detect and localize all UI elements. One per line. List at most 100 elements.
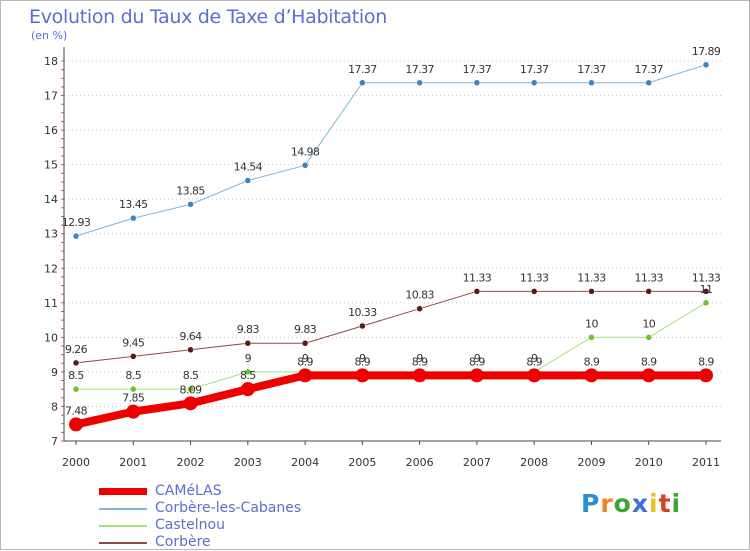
data-label: 8.5 xyxy=(183,369,199,382)
data-point xyxy=(298,368,313,383)
data-label: 17.37 xyxy=(463,63,492,76)
y-tick-label: 10 xyxy=(44,331,58,344)
data-label: 8.9 xyxy=(584,355,600,368)
legend-label: CAMéLAS xyxy=(155,483,222,499)
data-label: 9 xyxy=(474,352,481,365)
data-label: 9.83 xyxy=(294,323,317,336)
data-label: 8.9 xyxy=(412,355,428,368)
x-tick-label: 2003 xyxy=(234,456,262,469)
legend-swatch xyxy=(99,542,147,544)
data-label: 17.37 xyxy=(348,63,377,76)
data-point xyxy=(469,368,484,383)
data-point xyxy=(645,79,652,87)
data-label: 10 xyxy=(585,317,598,330)
data-label: 10.33 xyxy=(348,306,377,319)
x-tick-label: 2001 xyxy=(119,456,147,469)
logo-letter: P xyxy=(581,489,601,518)
x-tick-label: 2009 xyxy=(577,456,605,469)
data-point xyxy=(187,201,194,208)
data-point xyxy=(183,396,198,411)
logo-letter: x xyxy=(631,489,649,518)
data-point xyxy=(301,162,309,169)
data-label: 8.09 xyxy=(179,383,202,396)
data-point xyxy=(702,299,710,307)
data-point xyxy=(588,334,595,341)
legend-swatch xyxy=(99,488,147,495)
data-label: 11 xyxy=(700,283,713,296)
data-label: 17.37 xyxy=(577,63,606,76)
logo-letter: o xyxy=(613,489,632,518)
data-label: 14.98 xyxy=(291,145,320,158)
x-tick-label: 2005 xyxy=(348,456,376,469)
data-label: 9.64 xyxy=(179,330,202,343)
y-tick-label: 7 xyxy=(51,435,58,448)
y-tick-label: 8 xyxy=(51,400,58,413)
data-label: 7.85 xyxy=(122,392,145,405)
data-point xyxy=(130,214,137,222)
data-point xyxy=(641,368,656,383)
data-label: 11.33 xyxy=(577,271,606,284)
data-point xyxy=(130,353,137,360)
data-label: 13.45 xyxy=(119,198,148,211)
data-label: 14.54 xyxy=(234,161,263,174)
data-label: 9 xyxy=(359,352,366,365)
data-label: 17.37 xyxy=(405,63,434,76)
data-label: 9 xyxy=(302,352,309,365)
data-point xyxy=(72,385,80,393)
data-point xyxy=(584,368,599,383)
data-point xyxy=(72,232,80,240)
data-label: 8.9 xyxy=(641,355,657,368)
x-tick-label: 2004 xyxy=(291,456,319,469)
data-point xyxy=(645,334,652,341)
x-tick-label: 2000 xyxy=(62,456,90,469)
data-label: 8.9 xyxy=(698,355,714,368)
series-line xyxy=(75,64,707,237)
data-point xyxy=(412,368,427,383)
x-tick-label: 2011 xyxy=(692,456,720,469)
data-label: 8.5 xyxy=(240,369,256,382)
data-label: 13.85 xyxy=(176,184,205,197)
data-label: 11.33 xyxy=(463,271,492,284)
data-label: 17.37 xyxy=(520,63,549,76)
data-point xyxy=(527,368,542,383)
y-tick-label: 14 xyxy=(44,193,58,206)
data-label: 12.93 xyxy=(62,216,91,229)
data-point xyxy=(588,288,595,295)
data-label: 11.33 xyxy=(692,271,721,284)
x-tick-label: 2006 xyxy=(406,456,434,469)
data-point xyxy=(473,288,481,295)
data-label: 9.26 xyxy=(65,343,88,356)
data-label: 10.83 xyxy=(405,289,434,302)
data-label: 9.83 xyxy=(237,323,260,336)
data-point xyxy=(244,177,252,184)
x-tick-label: 2010 xyxy=(635,456,663,469)
y-tick-label: 13 xyxy=(44,228,58,241)
legend-swatch xyxy=(99,525,147,527)
data-label: 9 xyxy=(245,352,252,365)
series-line xyxy=(72,371,710,429)
data-point xyxy=(416,79,423,87)
data-label: 7.48 xyxy=(65,404,88,417)
data-label: 11.33 xyxy=(520,271,549,284)
y-tick-label: 11 xyxy=(44,297,58,310)
data-point xyxy=(301,339,309,347)
data-point xyxy=(530,288,538,295)
data-point xyxy=(355,368,370,383)
data-point xyxy=(187,346,194,354)
legend-swatch xyxy=(99,508,147,510)
y-tick-label: 15 xyxy=(44,159,58,172)
data-point xyxy=(130,385,137,393)
y-tick-label: 17 xyxy=(44,90,58,103)
logo-letter: t xyxy=(658,489,672,518)
data-label: 9 xyxy=(531,352,538,365)
legend-label: Corbère xyxy=(155,534,211,550)
data-point xyxy=(244,368,252,376)
data-label: 8.5 xyxy=(125,369,141,382)
data-point xyxy=(69,417,83,432)
data-label: 9.45 xyxy=(122,336,145,349)
data-point xyxy=(473,79,481,87)
data-label: 8.9 xyxy=(526,355,542,368)
data-point xyxy=(187,385,194,393)
logo-letter: i xyxy=(671,489,682,518)
data-point xyxy=(240,382,255,397)
